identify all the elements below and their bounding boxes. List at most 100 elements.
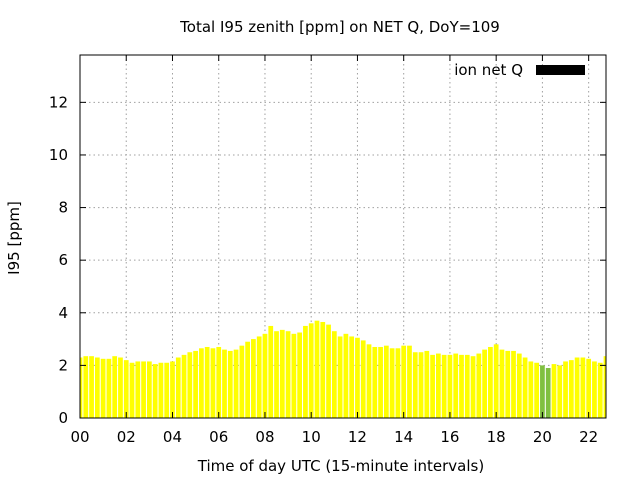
- bar: [563, 361, 568, 418]
- bar: [106, 358, 112, 418]
- bar: [158, 362, 164, 418]
- bar: [488, 346, 493, 418]
- bar: [112, 356, 118, 418]
- bar: [453, 353, 459, 418]
- bar: [603, 356, 606, 418]
- bar: [459, 354, 464, 418]
- x-tick-label: 02: [117, 428, 136, 446]
- y-tick-label: 0: [58, 409, 68, 427]
- bar: [193, 350, 198, 418]
- bar: [441, 354, 447, 418]
- x-tick-label: 14: [394, 428, 413, 446]
- bar: [326, 324, 331, 418]
- x-tick-label: 04: [163, 428, 182, 446]
- bar: [175, 357, 181, 418]
- x-tick-label: 22: [579, 428, 598, 446]
- bar: [586, 358, 592, 418]
- bar: [291, 333, 297, 418]
- bar: [268, 325, 274, 418]
- y-axis-label: I95 [ppm]: [5, 201, 23, 275]
- y-tick-label: 12: [49, 93, 68, 111]
- legend-swatch: [536, 65, 585, 75]
- chart-title: Total I95 zenith [ppm] on NET Q, DoY=109: [179, 18, 500, 36]
- bar: [551, 364, 557, 418]
- bar: [274, 331, 279, 418]
- x-tick-label: 10: [302, 428, 321, 446]
- bar: [204, 346, 210, 418]
- bar: [395, 348, 401, 418]
- bar: [534, 362, 540, 418]
- bar: [210, 348, 216, 418]
- plot-frame: [79, 54, 607, 419]
- bar: [89, 356, 94, 418]
- bar: [540, 365, 545, 418]
- bar: [528, 361, 534, 418]
- bar: [187, 352, 193, 418]
- x-tick-label: 20: [533, 428, 552, 446]
- bar: [227, 350, 233, 418]
- x-tick-label: 08: [255, 428, 274, 446]
- bar: [285, 331, 291, 418]
- bar: [94, 357, 100, 418]
- bar: [222, 349, 227, 418]
- legend: ion net Q: [454, 61, 585, 79]
- bar: [447, 354, 453, 418]
- x-tick-label: 18: [487, 428, 506, 446]
- bar: [516, 353, 522, 418]
- bar: [256, 336, 262, 418]
- bar: [349, 336, 355, 418]
- bar: [389, 348, 395, 418]
- bar: [430, 354, 435, 418]
- y-tick-label: 8: [58, 199, 68, 217]
- bar: [476, 353, 482, 418]
- bar: [337, 336, 343, 418]
- bar: [366, 344, 372, 418]
- bar: [331, 331, 337, 418]
- bar: [251, 339, 256, 418]
- bar: [505, 350, 511, 418]
- bar: [499, 349, 505, 418]
- bar: [511, 350, 516, 418]
- bar: [592, 361, 597, 418]
- bar: [464, 354, 470, 418]
- bar: [482, 349, 487, 418]
- bar: [360, 340, 366, 418]
- bar: [216, 346, 222, 418]
- bar: [557, 365, 563, 418]
- bar: [129, 362, 135, 418]
- bar: [118, 357, 123, 418]
- bar: [245, 341, 250, 418]
- legend-label: ion net Q: [454, 61, 523, 79]
- bar: [372, 346, 378, 418]
- bar: [279, 329, 285, 418]
- bar: [355, 337, 360, 418]
- y-tick-label: 4: [58, 304, 68, 322]
- bar: [314, 320, 320, 418]
- bar: [262, 333, 268, 418]
- bar: [407, 345, 412, 418]
- bar: [135, 361, 141, 418]
- x-tick-label: 16: [440, 428, 459, 446]
- y-tick-label: 2: [58, 356, 68, 374]
- x-tick-label: 12: [348, 428, 367, 446]
- bar: [580, 357, 586, 418]
- bar: [170, 361, 175, 418]
- bar: [199, 348, 204, 418]
- bar: [470, 356, 476, 418]
- bar: [320, 321, 326, 418]
- bar: [597, 362, 603, 418]
- bar: [297, 332, 303, 418]
- y-tick-label: 10: [49, 146, 68, 164]
- x-axis-label: Time of day UTC (15-minute intervals): [197, 457, 484, 475]
- x-tick-label: 06: [209, 428, 228, 446]
- bar: [141, 361, 146, 418]
- bar: [152, 364, 158, 418]
- bar: [545, 368, 551, 418]
- bar: [164, 362, 170, 418]
- bar: [146, 361, 152, 418]
- bar: [123, 360, 129, 418]
- bar: [574, 357, 580, 418]
- bar: [401, 345, 407, 418]
